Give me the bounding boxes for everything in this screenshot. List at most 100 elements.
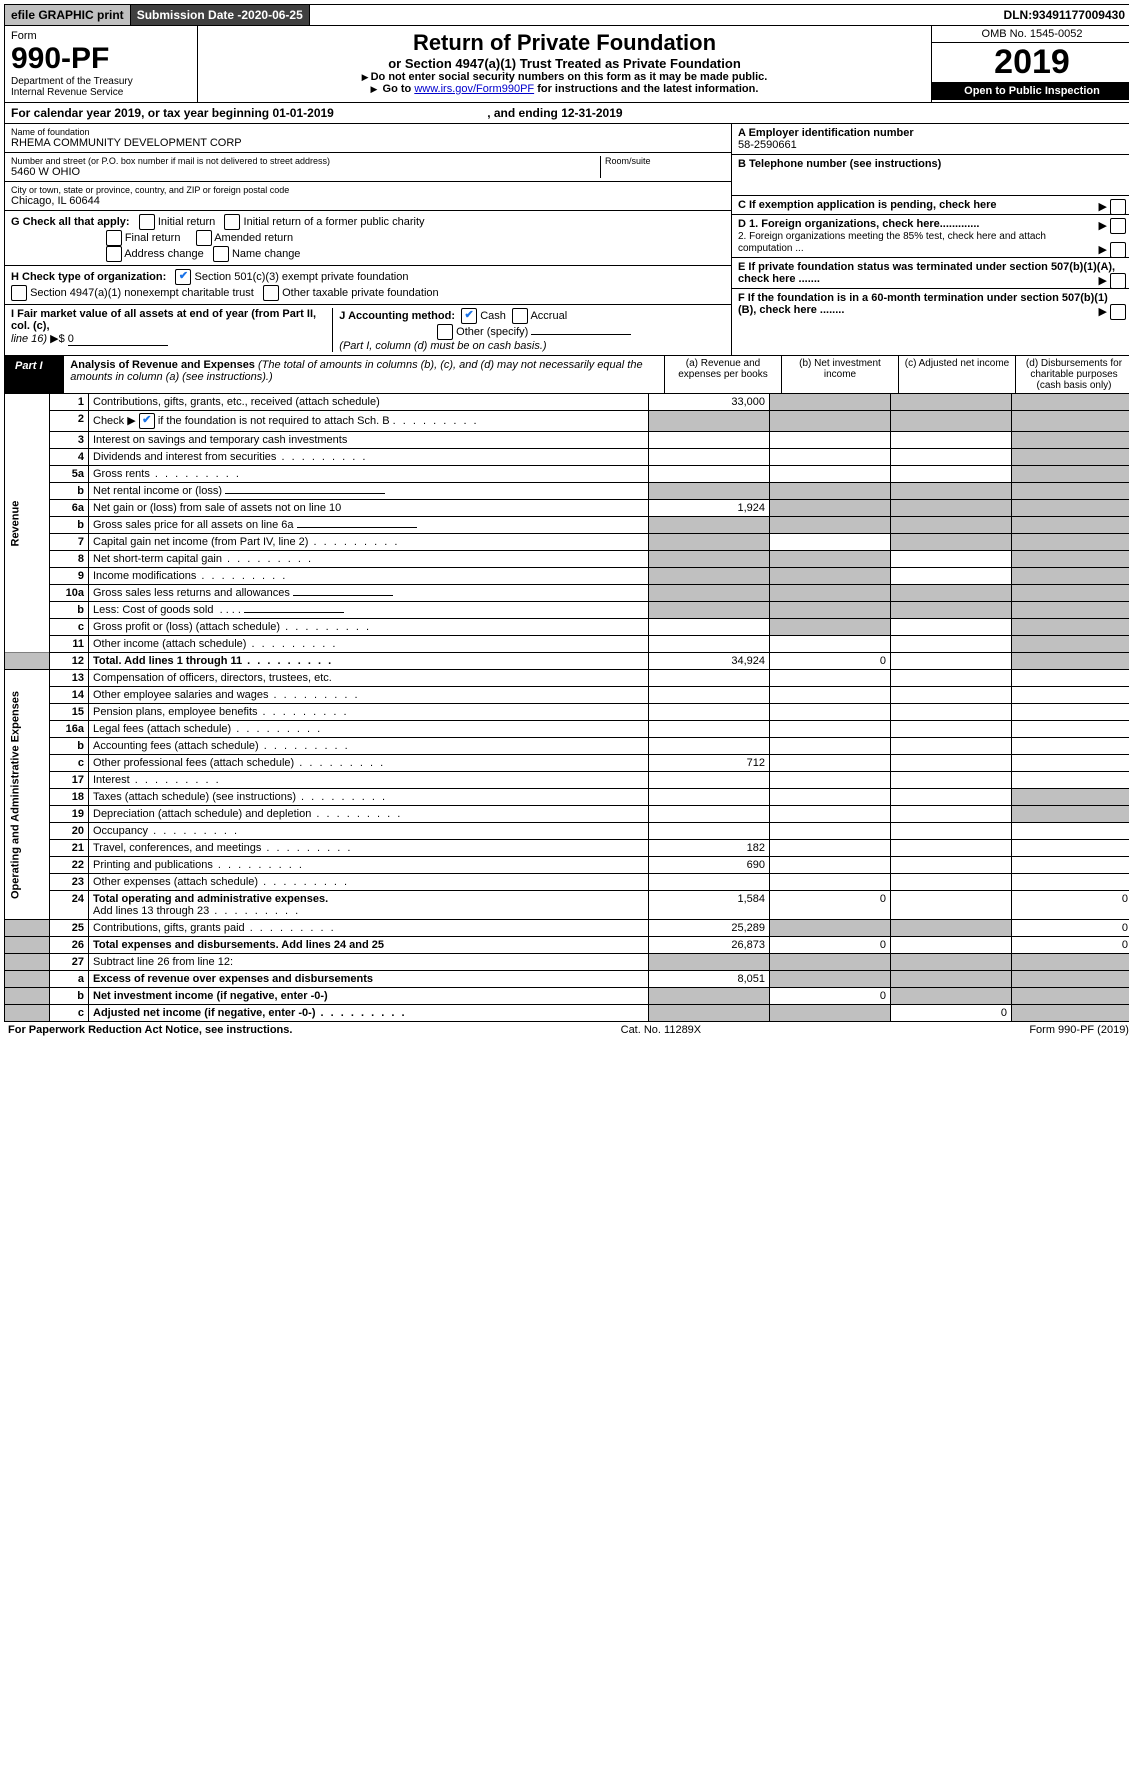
f-cell: F If the foundation is in a 60-month ter… bbox=[732, 289, 1129, 319]
row-27c: cAdjusted net income (if negative, enter… bbox=[5, 1005, 1129, 1022]
subdate-value: 2020-06-25 bbox=[241, 8, 302, 22]
col-a-hdr: (a) Revenue and expenses per books bbox=[664, 356, 781, 393]
row-8: 8Net short-term capital gain bbox=[5, 551, 1129, 568]
cal-begin: 01-01-2019 bbox=[272, 106, 333, 120]
d1-label: D 1. Foreign organizations, check here..… bbox=[738, 218, 979, 230]
instr2: Go to www.irs.gov/Form990PF for instruct… bbox=[202, 83, 927, 95]
col-d-hdr: (d) Disbursements for charitable purpose… bbox=[1015, 356, 1129, 393]
e-cell: E If private foundation status was termi… bbox=[732, 258, 1129, 289]
form-header: Form 990-PF Department of the Treasury I… bbox=[4, 26, 1129, 103]
room-label: Room/suite bbox=[605, 156, 725, 166]
foundation-name: RHEMA COMMUNITY DEVELOPMENT CORP bbox=[11, 137, 725, 149]
part1-title: Analysis of Revenue and Expenses bbox=[70, 359, 255, 371]
cb-e[interactable] bbox=[1110, 273, 1126, 289]
part1-grid: Revenue 1 Contributions, gifts, grants, … bbox=[4, 394, 1129, 1022]
cb-4947[interactable] bbox=[11, 285, 27, 301]
top-bar: efile GRAPHIC print Submission Date - 20… bbox=[4, 4, 1129, 26]
footer-mid: Cat. No. 11289X bbox=[621, 1024, 702, 1036]
cb-d2[interactable] bbox=[1110, 242, 1126, 258]
part1-header: Part I Analysis of Revenue and Expenses … bbox=[4, 356, 1129, 394]
cb-addr[interactable] bbox=[106, 246, 122, 262]
row-15: 15Pension plans, employee benefits bbox=[5, 704, 1129, 721]
part1-tab: Part I bbox=[5, 356, 64, 393]
cb-other-acct[interactable] bbox=[437, 324, 453, 340]
row-11: 11Other income (attach schedule) bbox=[5, 636, 1129, 653]
row-10a: 10aGross sales less returns and allowanc… bbox=[5, 585, 1129, 602]
row-18: 18Taxes (attach schedule) (see instructi… bbox=[5, 789, 1129, 806]
row-23: 23Other expenses (attach schedule) bbox=[5, 874, 1129, 891]
i-arrow: ▶$ bbox=[50, 333, 65, 345]
dept: Department of the Treasury bbox=[11, 76, 191, 87]
row-22: 22Printing and publications690 bbox=[5, 857, 1129, 874]
row-21: 21Travel, conferences, and meetings182 bbox=[5, 840, 1129, 857]
cb-accrual[interactable] bbox=[512, 308, 528, 324]
row-10c: cGross profit or (loss) (attach schedule… bbox=[5, 619, 1129, 636]
cb-cash[interactable]: ✔ bbox=[461, 308, 477, 324]
i-line16: line 16) bbox=[11, 333, 47, 345]
instr-link[interactable]: www.irs.gov/Form990PF bbox=[414, 83, 534, 95]
col-c-hdr: (c) Adjusted net income bbox=[898, 356, 1015, 393]
j-other-line bbox=[531, 334, 631, 335]
cb-501c3[interactable]: ✔ bbox=[175, 269, 191, 285]
calendar-year-row: For calendar year 2019, or tax year begi… bbox=[4, 103, 1129, 124]
vert-revenue: Revenue bbox=[5, 394, 50, 653]
row-26: 26Total expenses and disbursements. Add … bbox=[5, 937, 1129, 954]
vert-expenses: Operating and Administrative Expenses bbox=[5, 670, 50, 920]
cb-d1[interactable] bbox=[1110, 218, 1126, 234]
cb-schb[interactable]: ✔ bbox=[139, 413, 155, 429]
header-left: Form 990-PF Department of the Treasury I… bbox=[5, 26, 198, 102]
row-16a: 16aLegal fees (attach schedule) bbox=[5, 721, 1129, 738]
i-label: I Fair market value of all assets at end… bbox=[11, 308, 316, 332]
cal-mid: , and ending bbox=[487, 106, 561, 120]
street-row: Number and street (or P.O. box number if… bbox=[5, 153, 731, 182]
c-cell: C If exemption application is pending, c… bbox=[732, 196, 1129, 215]
header-center: Return of Private Foundation or Section … bbox=[198, 26, 931, 102]
subdate-label: Submission Date - bbox=[137, 8, 242, 22]
cb-namechg[interactable] bbox=[213, 246, 229, 262]
row-17: 17Interest bbox=[5, 772, 1129, 789]
identity-block: Name of foundation RHEMA COMMUNITY DEVEL… bbox=[4, 124, 1129, 356]
footer-left: For Paperwork Reduction Act Notice, see … bbox=[8, 1024, 292, 1036]
part1-title-cell: Analysis of Revenue and Expenses (The to… bbox=[64, 356, 664, 393]
row-10b: bLess: Cost of goods sold . . . . bbox=[5, 602, 1129, 619]
cb-c[interactable] bbox=[1110, 199, 1126, 215]
row-7: 7Capital gain net income (from Part IV, … bbox=[5, 534, 1129, 551]
row-16b: bAccounting fees (attach schedule) bbox=[5, 738, 1129, 755]
form-word: Form bbox=[11, 30, 191, 42]
row-12: 12Total. Add lines 1 through 11 34,924 0 bbox=[5, 653, 1129, 670]
cal-text-a: For calendar year 2019, or tax year begi… bbox=[11, 106, 272, 120]
row-27a: aExcess of revenue over expenses and dis… bbox=[5, 971, 1129, 988]
cb-other-tax[interactable] bbox=[263, 285, 279, 301]
cb-final[interactable] bbox=[106, 230, 122, 246]
page-footer: For Paperwork Reduction Act Notice, see … bbox=[4, 1022, 1129, 1038]
city-value: Chicago, IL 60644 bbox=[11, 195, 725, 207]
efile-btn[interactable]: efile GRAPHIC print bbox=[5, 5, 131, 25]
g-amended: Amended return bbox=[214, 232, 293, 244]
cb-f[interactable] bbox=[1110, 304, 1126, 320]
c-label: C If exemption application is pending, c… bbox=[738, 199, 997, 211]
row-9: 9Income modifications bbox=[5, 568, 1129, 585]
header-right: OMB No. 1545-0052 2019 Open to Public In… bbox=[931, 26, 1129, 102]
b-label: B Telephone number (see instructions) bbox=[738, 158, 941, 170]
e-label: E If private foundation status was termi… bbox=[738, 261, 1115, 285]
row-5a: 5aGross rents bbox=[5, 466, 1129, 483]
irs: Internal Revenue Service bbox=[11, 87, 191, 98]
row-19: 19Depreciation (attach schedule) and dep… bbox=[5, 806, 1129, 823]
g-final: Final return bbox=[125, 232, 181, 244]
row-5b: bNet rental income or (loss) bbox=[5, 483, 1129, 500]
row-25: 25Contributions, gifts, grants paid 25,2… bbox=[5, 920, 1129, 937]
cb-amended[interactable] bbox=[196, 230, 212, 246]
row-2: 2 Check ▶ ✔ if the foundation is not req… bbox=[5, 411, 1129, 432]
tax-year: 2019 bbox=[932, 43, 1129, 82]
row-16c: cOther professional fees (attach schedul… bbox=[5, 755, 1129, 772]
h-501: Section 501(c)(3) exempt private foundat… bbox=[194, 271, 408, 283]
g-namechg: Name change bbox=[232, 248, 301, 260]
cb-initial-former[interactable] bbox=[224, 214, 240, 230]
section-ij: I Fair market value of all assets at end… bbox=[5, 305, 731, 355]
cb-initial[interactable] bbox=[139, 214, 155, 230]
j-cash: Cash bbox=[480, 310, 506, 322]
g-initial: Initial return bbox=[158, 216, 215, 228]
f-label: F If the foundation is in a 60-month ter… bbox=[738, 292, 1108, 316]
identity-right: A Employer identification number 58-2590… bbox=[731, 124, 1129, 355]
city-label: City or town, state or province, country… bbox=[11, 185, 725, 195]
